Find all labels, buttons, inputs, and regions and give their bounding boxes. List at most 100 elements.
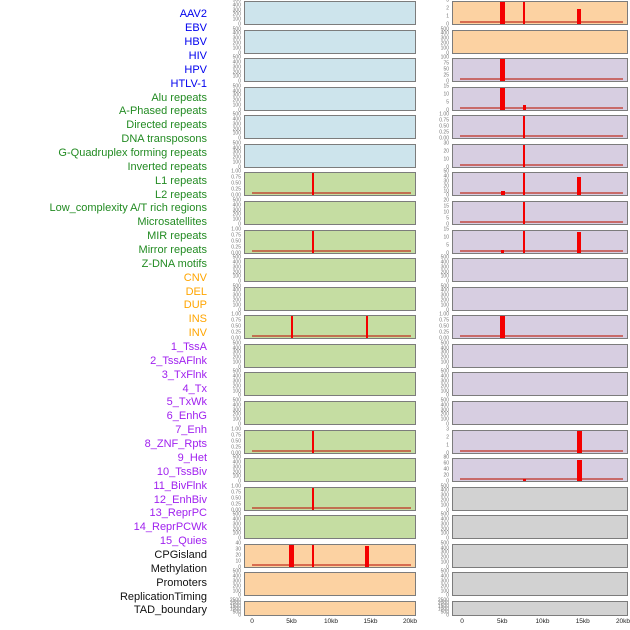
y-tick-label: 15 — [443, 226, 449, 233]
track-label-replicationtiming: ReplicationTiming — [119, 590, 207, 603]
peak-spike — [522, 478, 526, 482]
y-axis-ticks-methylation: 500 400 300 200 100 0 — [418, 511, 450, 542]
y-axis-ticks-7-enh: 15 10 5 0 — [418, 226, 450, 256]
track-label-hiv: HIV — [188, 50, 207, 62]
y-tick-label: 400 — [232, 88, 241, 94]
y-tick-label: 0.75 — [231, 232, 241, 239]
y-tick-label: 400 — [440, 345, 449, 352]
panel-7-enh — [452, 229, 628, 254]
signal-baseline — [459, 192, 623, 195]
peak-spike — [500, 87, 506, 110]
track-label-14-reprpcwk: 14_ReprPCWk — [133, 521, 207, 534]
y-tick-label: 1 — [446, 13, 449, 20]
signal-baseline — [459, 449, 623, 452]
y-tick-label: 100 — [440, 416, 449, 423]
y-tick-label: 500 — [232, 368, 241, 375]
y-tick-label: 500 — [440, 368, 449, 375]
y-tick-label: 500 — [232, 140, 241, 147]
y-tick-label: 500 — [440, 483, 449, 490]
y-tick-label: 500 — [232, 397, 241, 404]
y-tick-label: 0 — [446, 535, 449, 542]
y-tick-label: 3 — [446, 0, 449, 4]
y-tick-label: 100 — [232, 388, 241, 395]
track-label-4-tx: 4_Tx — [182, 382, 207, 395]
track-label-6-enhg: 6_EnhG — [166, 410, 207, 423]
y-tick-label: 100 — [232, 416, 241, 423]
y-tick-label: 0 — [446, 278, 449, 285]
y-tick-label: 400 — [440, 402, 449, 409]
track-label-l2-repeats: L2 repeats — [155, 188, 207, 201]
panel-a-phased-repeats — [244, 200, 416, 225]
y-tick-label: 0 — [238, 164, 241, 171]
y-tick-label: 1500 — [229, 603, 241, 610]
y-tick-label: 200 — [232, 297, 241, 304]
panel-mir-repeats — [244, 458, 416, 483]
y-tick-label: 0 — [446, 307, 449, 314]
y-tick-label: 20 — [443, 183, 449, 190]
y-tick-label: 0.75 — [231, 174, 241, 181]
y-tick-label: 300 — [440, 35, 449, 42]
y-tick-label: 0.25 — [439, 129, 449, 136]
panel-12-enhbiv — [452, 372, 628, 397]
y-axis-ticks-10-tssbiv: 1.00 0.75 0.50 0.25 0.00 — [418, 311, 450, 342]
track-label-l1-repeats: L1 repeats — [155, 174, 207, 187]
y-tick-label: 30 — [235, 546, 241, 553]
peak-spike — [312, 230, 315, 253]
track-label-9-het: 9_Het — [177, 451, 207, 464]
signal-baseline — [459, 78, 623, 81]
panel-8-znf-rpts — [452, 258, 628, 283]
y-tick-label: 500 — [232, 283, 241, 290]
track-label-z-dna-motifs: Z-DNA motifs — [141, 257, 207, 270]
y-axis-ticks-alu-repeats: 1.00 0.75 0.50 0.25 0.00 — [210, 169, 242, 198]
y-tick-label: 10 — [235, 558, 241, 565]
y-tick-label: 500 — [440, 511, 449, 518]
track-label-5-txwk: 5_TxWk — [166, 396, 207, 409]
panel-ins — [452, 1, 628, 25]
y-tick-label: 1.00 — [439, 311, 449, 318]
y-tick-label: 200 — [232, 269, 241, 276]
y-tick-label: 200 — [232, 154, 241, 161]
peak-spike — [522, 105, 526, 110]
y-tick-label: 200 — [232, 40, 241, 47]
y-tick-label: 5 — [446, 215, 449, 222]
track-label-11-bivflnk: 11_BivFlnk — [153, 479, 207, 492]
y-tick-label: 0.75 — [439, 317, 449, 324]
panel-microsatellites — [244, 429, 416, 454]
y-tick-label: 5 — [446, 242, 449, 249]
y-tick-label: 200 — [440, 554, 449, 561]
panel-inverted-repeats — [244, 315, 416, 340]
y-tick-label: 15 — [443, 83, 449, 90]
y-tick-label: 0.75 — [231, 317, 241, 324]
y-tick-label: 0 — [238, 307, 241, 314]
panel-directed-repeats — [244, 229, 416, 254]
panel-alu-repeats — [244, 172, 416, 197]
y-tick-label: 400 — [232, 373, 241, 380]
y-tick-label: 200 — [440, 297, 449, 304]
x-axis-tick-label: 10kb — [323, 618, 339, 625]
y-tick-label: 500 — [232, 511, 241, 518]
panel-15-quies — [452, 458, 628, 483]
y-tick-label: 0.25 — [231, 501, 241, 508]
y-tick-label: 200 — [440, 583, 449, 590]
y-tick-label: 0.75 — [439, 117, 449, 124]
y-tick-label: 500 — [232, 568, 241, 575]
y-tick-label: 0.00 — [231, 450, 241, 457]
panel-6-enhg — [452, 200, 628, 225]
x-axis-tick-label: 5kb — [286, 618, 297, 625]
y-axis-ticks-3-txflnk: 1.00 0.75 0.50 0.25 0.00 — [418, 112, 450, 141]
y-tick-label: 25 — [443, 72, 449, 79]
track-label-13-reprpc: 13_ReprPC — [149, 507, 207, 520]
signal-baseline — [251, 563, 411, 566]
track-label-cpgisland: CPGisland — [154, 548, 207, 561]
y-tick-label: 500 — [232, 83, 241, 90]
y-tick-label: 500 — [440, 397, 449, 404]
y-tick-label: 10 — [443, 156, 449, 163]
y-tick-label: 50 — [443, 168, 449, 175]
y-tick-label: 300 — [440, 492, 449, 499]
panel-9-het — [452, 286, 628, 311]
panel-z-dna-motifs — [244, 515, 416, 540]
y-tick-label: 30 — [443, 178, 449, 185]
y-tick-label: 0.00 — [439, 335, 449, 342]
y-axis-ticks-6-enhg: 20 15 10 5 0 — [418, 198, 450, 227]
y-tick-label: 200 — [232, 11, 241, 18]
